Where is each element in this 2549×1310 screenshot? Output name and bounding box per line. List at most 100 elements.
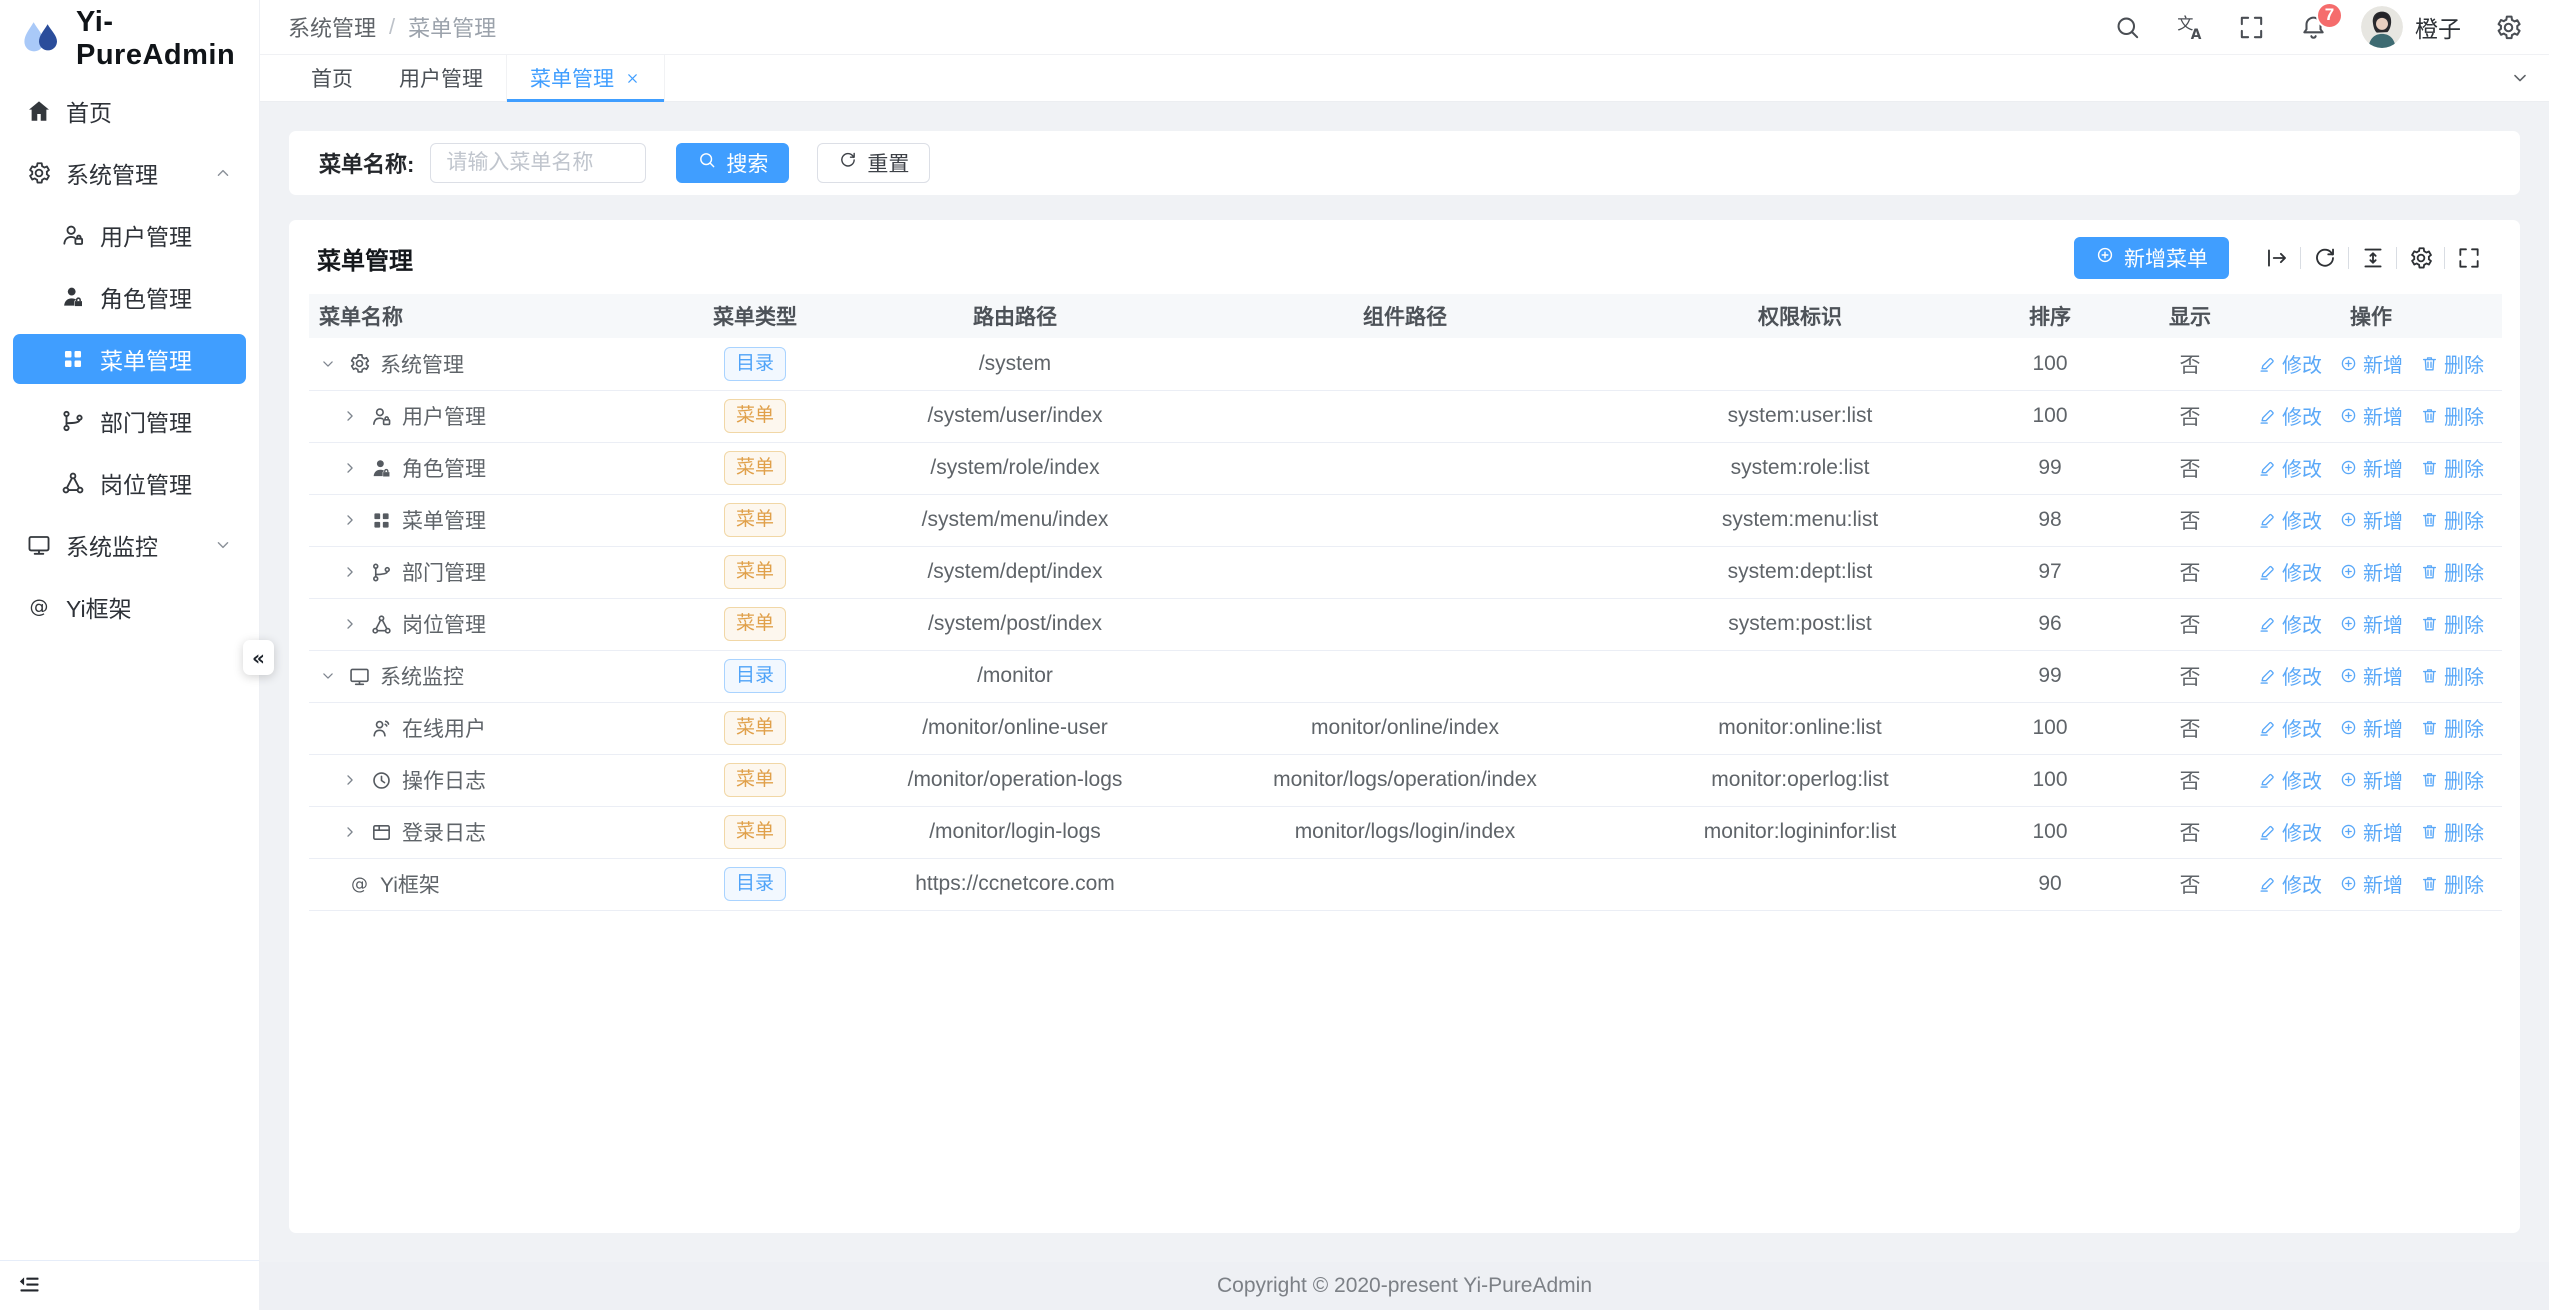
add-row-button[interactable]: 新增 (2339, 765, 2403, 794)
app-logo[interactable]: Yi-PureAdmin (0, 0, 259, 78)
breadcrumb: 系统管理 / 菜单管理 (288, 11, 496, 43)
sidebar-item-users[interactable]: 用户管理 (13, 210, 246, 260)
breadcrumb-item[interactable]: 系统管理 (288, 16, 377, 41)
visible-cell: 否 (2140, 754, 2240, 807)
add-row-button[interactable]: 新增 (2339, 505, 2403, 534)
delete-row-button[interactable]: 删除 (2420, 401, 2484, 430)
collapse-row-icon[interactable] (319, 355, 339, 373)
tab-users[interactable]: 用户管理 (376, 55, 506, 101)
collapse-row-icon[interactable] (319, 667, 339, 685)
delete-row-button[interactable]: 删除 (2420, 505, 2484, 534)
sidebar-collapse-handle[interactable]: « (243, 640, 274, 675)
add-row-button[interactable]: 新增 (2339, 453, 2403, 482)
sidebar-item-home[interactable]: 首页 (13, 86, 246, 136)
tab-close-icon[interactable] (624, 70, 641, 87)
edit-row-button[interactable]: 修改 (2258, 505, 2322, 534)
delete-row-button[interactable]: 删除 (2420, 557, 2484, 586)
expand-row-icon[interactable] (341, 771, 361, 789)
sidebar-item-monitor[interactable]: 系统监控 (13, 520, 246, 570)
sidebar-item-menus[interactable]: 菜单管理 (13, 334, 246, 384)
expand-row-icon[interactable] (341, 511, 361, 529)
delete-row-button[interactable]: 删除 (2420, 713, 2484, 742)
svg-text:文: 文 (2177, 14, 2193, 33)
toolbar-divider (2444, 247, 2445, 269)
sidebar-item-system[interactable]: 系统管理 (13, 148, 246, 198)
edit-icon (2258, 354, 2277, 373)
edit-row-button[interactable]: 修改 (2258, 453, 2322, 482)
order-cell: 100 (1960, 754, 2140, 807)
add-row-button[interactable]: 新增 (2339, 557, 2403, 586)
table-fullscreen-button[interactable] (2445, 241, 2492, 275)
add-row-button[interactable]: 新增 (2339, 401, 2403, 430)
expand-all-button[interactable] (2253, 241, 2300, 275)
sidebar-item-posts[interactable]: 岗位管理 (13, 458, 246, 508)
edit-row-button[interactable]: 修改 (2258, 765, 2322, 794)
add-menu-button[interactable]: 新增菜单 (2074, 237, 2229, 279)
density-button[interactable] (2349, 241, 2396, 275)
search-button[interactable]: 搜索 (676, 143, 790, 183)
user-menu[interactable]: 橙子 (2361, 6, 2461, 48)
sidebar-item-depts[interactable]: 部门管理 (13, 396, 246, 446)
delete-row-button[interactable]: 删除 (2420, 661, 2484, 690)
delete-row-button[interactable]: 删除 (2420, 609, 2484, 638)
edit-row-button-label: 修改 (2282, 875, 2322, 897)
reset-button[interactable]: 重置 (817, 143, 931, 183)
expand-row-icon[interactable] (341, 407, 361, 425)
tab-menus[interactable]: 菜单管理 (506, 55, 665, 102)
tab-home[interactable]: 首页 (288, 55, 376, 101)
card-title: 菜单管理 (317, 247, 413, 275)
component-cell (1170, 442, 1640, 495)
edit-row-button[interactable]: 修改 (2258, 401, 2322, 430)
add-row-button-label: 新增 (2363, 875, 2403, 897)
delete-row-button[interactable]: 删除 (2420, 869, 2484, 898)
delete-row-button-label: 删除 (2444, 511, 2484, 533)
add-row-button-label: 新增 (2363, 615, 2403, 637)
settings-button[interactable] (2494, 13, 2523, 42)
delete-row-button[interactable]: 删除 (2420, 817, 2484, 846)
sidebar-item-framework[interactable]: @ Yi框架 (13, 582, 246, 632)
menu-name-wrap: 操作日志 (341, 765, 640, 795)
delete-row-button[interactable]: 删除 (2420, 453, 2484, 482)
add-row-button[interactable]: 新增 (2339, 817, 2403, 846)
edit-row-button[interactable]: 修改 (2258, 557, 2322, 586)
delete-row-button[interactable]: 删除 (2420, 349, 2484, 378)
edit-row-button[interactable]: 修改 (2258, 661, 2322, 690)
search-button[interactable] (2113, 13, 2142, 42)
share-nodes-icon (370, 613, 393, 636)
edit-row-button[interactable]: 修改 (2258, 869, 2322, 898)
edit-row-button[interactable]: 修改 (2258, 713, 2322, 742)
fullscreen-button[interactable] (2237, 13, 2266, 42)
edit-row-button[interactable]: 修改 (2258, 349, 2322, 378)
row-actions: 修改 新增 删除 (2258, 401, 2484, 430)
refresh-table-button[interactable] (2301, 241, 2348, 275)
column-settings-button[interactable] (2397, 241, 2444, 275)
route-cell: /system (860, 338, 1170, 391)
sidebar-item-label: 部门管理 (100, 410, 192, 436)
expand-row-icon[interactable] (341, 459, 361, 477)
menu-name-cell: 系统管理 (309, 338, 650, 391)
tabs-dropdown-button[interactable] (2491, 55, 2549, 101)
refresh-icon (2312, 245, 2338, 271)
edit-row-button[interactable]: 修改 (2258, 609, 2322, 638)
menu-name-input[interactable] (430, 143, 647, 183)
sidebar-item-roles[interactable]: 角色管理 (13, 272, 246, 322)
visible-cell: 否 (2140, 598, 2240, 651)
plus-circle-icon (2339, 874, 2358, 893)
add-row-button[interactable]: 新增 (2339, 869, 2403, 898)
add-row-button[interactable]: 新增 (2339, 349, 2403, 378)
menu-name: 岗位管理 (402, 614, 486, 637)
share-nodes-icon (60, 470, 86, 496)
delete-row-button[interactable]: 删除 (2420, 765, 2484, 794)
notifications-button[interactable]: 7 (2299, 1, 2343, 42)
table-row: 登录日志 菜单/monitor/login-logs monitor/logs/lo… (309, 806, 2502, 859)
expand-row-icon[interactable] (341, 615, 361, 633)
expand-row-icon[interactable] (341, 823, 361, 841)
add-row-button[interactable]: 新增 (2339, 713, 2403, 742)
expand-row-icon[interactable] (341, 563, 361, 581)
route-cell: /system/user/index (860, 390, 1170, 443)
add-row-button[interactable]: 新增 (2339, 609, 2403, 638)
menu-fold-icon[interactable] (16, 1272, 43, 1299)
edit-row-button[interactable]: 修改 (2258, 817, 2322, 846)
add-row-button[interactable]: 新增 (2339, 661, 2403, 690)
